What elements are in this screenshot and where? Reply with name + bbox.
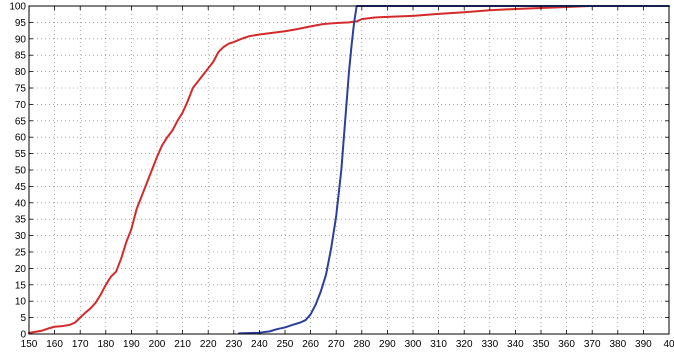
x-tick-label: 340 bbox=[507, 339, 524, 350]
x-tick-label: 250 bbox=[277, 339, 294, 350]
y-tick-label: 95 bbox=[15, 18, 27, 29]
x-tick-label: 370 bbox=[584, 339, 601, 350]
x-tick-label: 200 bbox=[149, 339, 166, 350]
x-tick-label: 300 bbox=[405, 339, 422, 350]
x-tick-label: 260 bbox=[302, 339, 319, 350]
series-line-1 bbox=[28, 5, 591, 335]
x-tick-label: 320 bbox=[456, 339, 473, 350]
x-tick-label: 280 bbox=[353, 339, 370, 350]
x-tick-label: 230 bbox=[225, 339, 242, 350]
x-tick-label: 330 bbox=[481, 339, 498, 350]
x-tick-label: 350 bbox=[533, 339, 550, 350]
x-tick-label: 180 bbox=[97, 339, 114, 350]
x-tick-label: 380 bbox=[609, 339, 626, 350]
y-tick-label: 90 bbox=[15, 34, 27, 45]
x-tick-label: 290 bbox=[379, 339, 396, 350]
y-tick-label: 80 bbox=[15, 67, 27, 78]
x-tick-label: 170 bbox=[72, 339, 89, 350]
y-tick-label: 5 bbox=[20, 313, 26, 324]
x-tick-label: 390 bbox=[635, 339, 652, 350]
series-line-2 bbox=[237, 5, 670, 335]
y-tick-label: 25 bbox=[15, 248, 27, 259]
x-tick-label: 150 bbox=[21, 339, 38, 350]
y-tick-label: 65 bbox=[15, 116, 27, 127]
y-tick-label: 70 bbox=[15, 100, 27, 111]
x-tick-label: 310 bbox=[430, 339, 447, 350]
x-tick-label: 40 bbox=[663, 339, 674, 350]
axes bbox=[28, 5, 670, 335]
x-tick-label: 220 bbox=[200, 339, 217, 350]
y-tick-label: 60 bbox=[15, 133, 27, 144]
y-tick-label: 45 bbox=[15, 182, 27, 193]
y-tick-label: 75 bbox=[15, 84, 27, 95]
y-tick-label: 35 bbox=[15, 215, 27, 226]
series-lines bbox=[28, 5, 670, 335]
tick-labels: 150 160 170 180 190 200 210 220 230 240 250 260 270 2… bbox=[9, 2, 674, 351]
y-tick-label: 50 bbox=[15, 166, 27, 177]
grid-lines bbox=[29, 6, 669, 334]
x-tick-label: 360 bbox=[558, 339, 575, 350]
y-tick-label: 85 bbox=[15, 51, 27, 62]
y-tick-label: 30 bbox=[15, 231, 27, 242]
y-tick-label: 10 bbox=[15, 297, 27, 308]
y-tick-label: 55 bbox=[15, 149, 27, 160]
y-tick-label: 40 bbox=[15, 198, 27, 209]
y-tick-label: 100 bbox=[9, 2, 26, 13]
y-tick-label: 20 bbox=[15, 264, 27, 275]
x-tick-label: 240 bbox=[251, 339, 268, 350]
y-tick-label: 15 bbox=[15, 280, 27, 291]
y-tick-label: 0 bbox=[20, 330, 26, 341]
x-tick-label: 210 bbox=[174, 339, 191, 350]
x-tick-label: 270 bbox=[328, 339, 345, 350]
x-tick-label: 190 bbox=[123, 339, 140, 350]
x-tick-label: 160 bbox=[46, 339, 63, 350]
